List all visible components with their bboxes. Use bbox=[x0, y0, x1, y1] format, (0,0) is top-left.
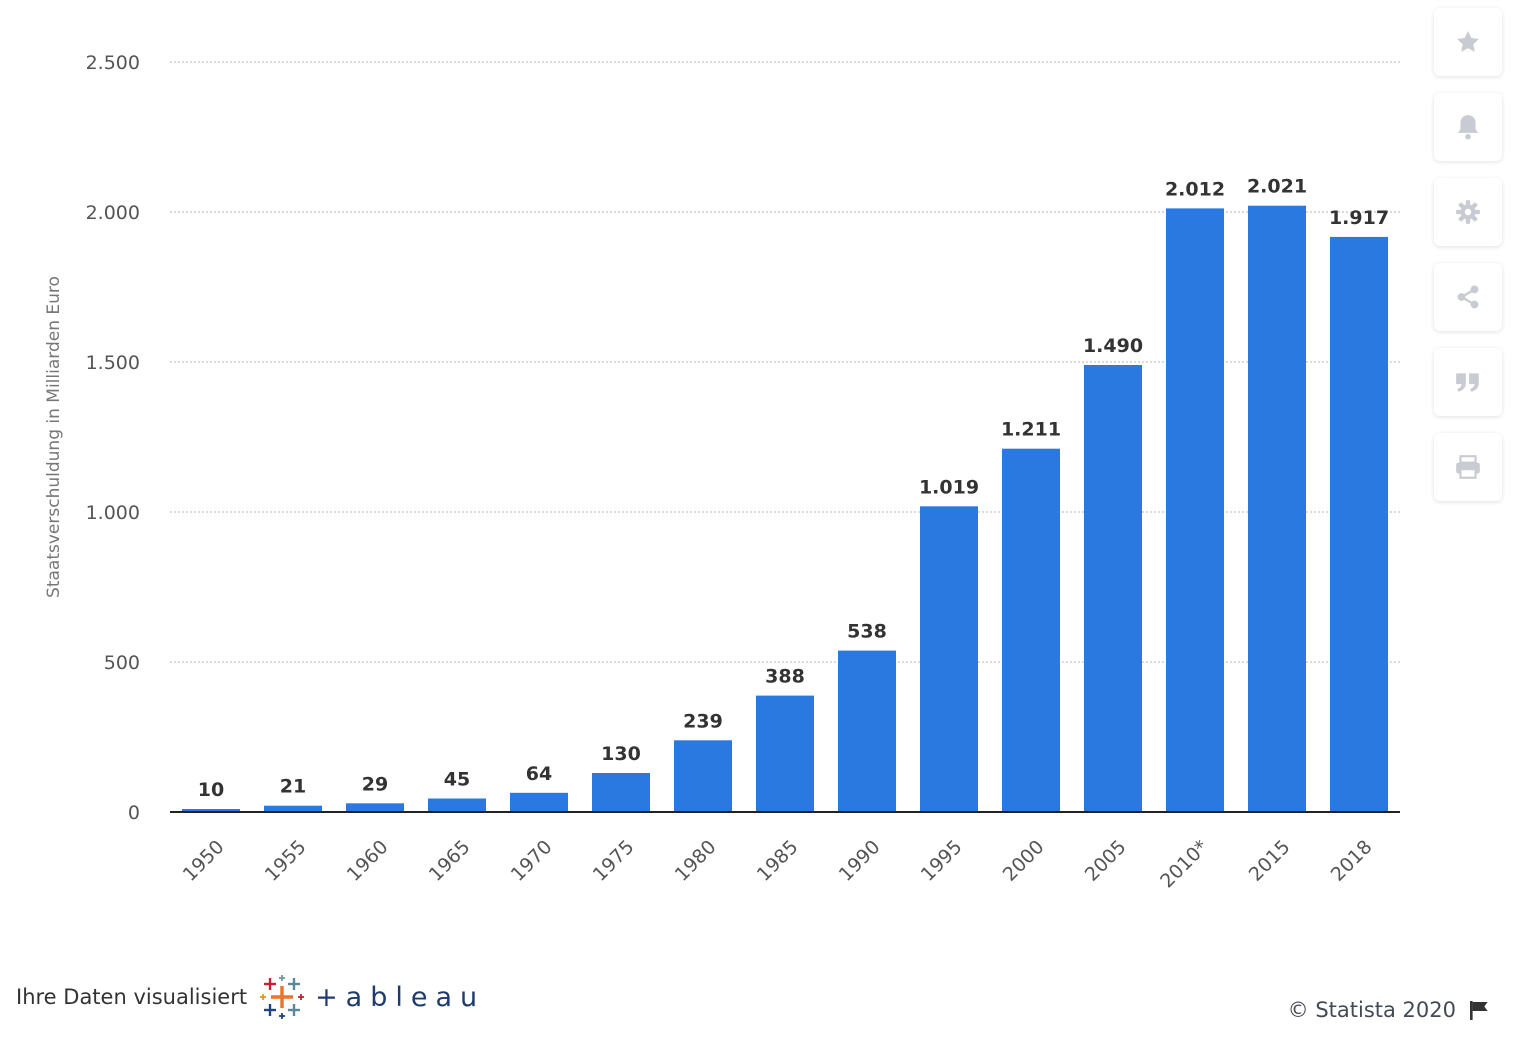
bar[interactable] bbox=[756, 695, 814, 812]
data-label: 1.019 bbox=[919, 476, 979, 498]
y-tick-label: 0 bbox=[128, 802, 140, 824]
settings-button[interactable] bbox=[1434, 178, 1502, 246]
x-tick-label: 2015 bbox=[1245, 836, 1295, 886]
bar[interactable] bbox=[1002, 448, 1060, 812]
y-axis-ticks: 0 500 1.000 1.500 2.000 2.500 bbox=[86, 52, 140, 824]
bar[interactable] bbox=[1084, 365, 1142, 812]
bar[interactable] bbox=[264, 805, 322, 812]
data-label: 388 bbox=[765, 666, 805, 688]
bar[interactable] bbox=[182, 809, 240, 812]
bar[interactable] bbox=[1330, 236, 1388, 812]
data-label: 10 bbox=[198, 779, 224, 801]
y-tick-label: 2.500 bbox=[86, 52, 140, 74]
data-label: 1.211 bbox=[1001, 419, 1061, 441]
data-label: 29 bbox=[362, 773, 388, 795]
favorite-button[interactable] bbox=[1434, 8, 1502, 76]
star-icon bbox=[1457, 30, 1479, 52]
print-button[interactable] bbox=[1434, 433, 1502, 501]
tableau-wordmark: +ableau bbox=[315, 981, 486, 1013]
bars bbox=[182, 205, 1388, 813]
bar[interactable] bbox=[674, 740, 732, 812]
x-tick-label: 1970 bbox=[507, 836, 557, 886]
tableau-logo-icon bbox=[260, 975, 305, 1019]
flag-icon[interactable] bbox=[1468, 999, 1490, 1021]
y-tick-label: 2.000 bbox=[86, 202, 140, 224]
x-tick-label: 2000 bbox=[999, 836, 1049, 886]
x-tick-label: 1985 bbox=[753, 836, 803, 886]
x-tick-label: 1980 bbox=[671, 836, 721, 886]
x-tick-label: 2005 bbox=[1081, 836, 1131, 886]
y-axis-title: Staatsverschuldung in Milliarden Euro bbox=[44, 276, 64, 598]
x-tick-label: 1965 bbox=[425, 836, 475, 886]
x-tick-label: 1975 bbox=[589, 836, 639, 886]
bar[interactable] bbox=[510, 792, 568, 812]
bar[interactable] bbox=[1166, 208, 1224, 812]
x-tick-label: 1950 bbox=[179, 836, 229, 886]
x-tick-label: 1960 bbox=[343, 836, 393, 886]
data-label: 2.012 bbox=[1165, 178, 1225, 200]
bell-icon bbox=[1457, 115, 1479, 140]
tableau-branding[interactable]: Ihre Daten visualisiert bbox=[16, 970, 485, 1024]
data-label: 239 bbox=[683, 710, 723, 732]
x-tick-label: 2010* bbox=[1156, 836, 1212, 892]
notification-button[interactable] bbox=[1434, 93, 1502, 161]
y-tick-label: 500 bbox=[104, 652, 140, 674]
cite-button[interactable] bbox=[1434, 348, 1502, 416]
x-axis-ticks: 1950 1955 1960 1965 1970 1975 1980 1985 1990 1995… bbox=[179, 836, 1377, 892]
share-icon bbox=[1457, 285, 1479, 309]
data-label: 21 bbox=[280, 776, 306, 798]
y-tick-label: 1.000 bbox=[86, 502, 140, 524]
visualized-text: Ihre Daten visualisiert bbox=[16, 985, 248, 1009]
data-label: 64 bbox=[526, 763, 552, 785]
x-tick-label: 1955 bbox=[261, 836, 311, 886]
bar[interactable] bbox=[346, 803, 404, 812]
printer-icon bbox=[1456, 455, 1480, 479]
data-label: 1.917 bbox=[1329, 207, 1389, 229]
share-button[interactable] bbox=[1434, 263, 1502, 331]
data-label: 538 bbox=[847, 621, 887, 643]
data-label: 130 bbox=[601, 743, 641, 765]
x-tick-label: 1995 bbox=[917, 836, 967, 886]
side-toolbar bbox=[1434, 8, 1502, 518]
data-label: 1.490 bbox=[1083, 335, 1143, 357]
y-tick-label: 1.500 bbox=[86, 352, 140, 374]
gear-icon bbox=[1456, 200, 1480, 224]
copyright-text[interactable]: © Statista 2020 bbox=[1287, 998, 1456, 1022]
bar[interactable] bbox=[838, 650, 896, 812]
bar[interactable] bbox=[1248, 205, 1306, 812]
quote-icon bbox=[1456, 373, 1479, 392]
bar[interactable] bbox=[592, 773, 650, 812]
data-label: 2.021 bbox=[1247, 176, 1307, 198]
data-label: 45 bbox=[444, 769, 470, 791]
statista-credit: © Statista 2020 bbox=[1288, 998, 1490, 1022]
x-tick-label: 1990 bbox=[835, 836, 885, 886]
bar[interactable] bbox=[920, 506, 978, 812]
bar[interactable] bbox=[428, 798, 486, 813]
x-tick-label: 2018 bbox=[1327, 836, 1377, 886]
data-labels: 10 21 29 45 64 130 239 388 538 1.019 1.211 1.490 2.0… bbox=[198, 176, 1389, 801]
